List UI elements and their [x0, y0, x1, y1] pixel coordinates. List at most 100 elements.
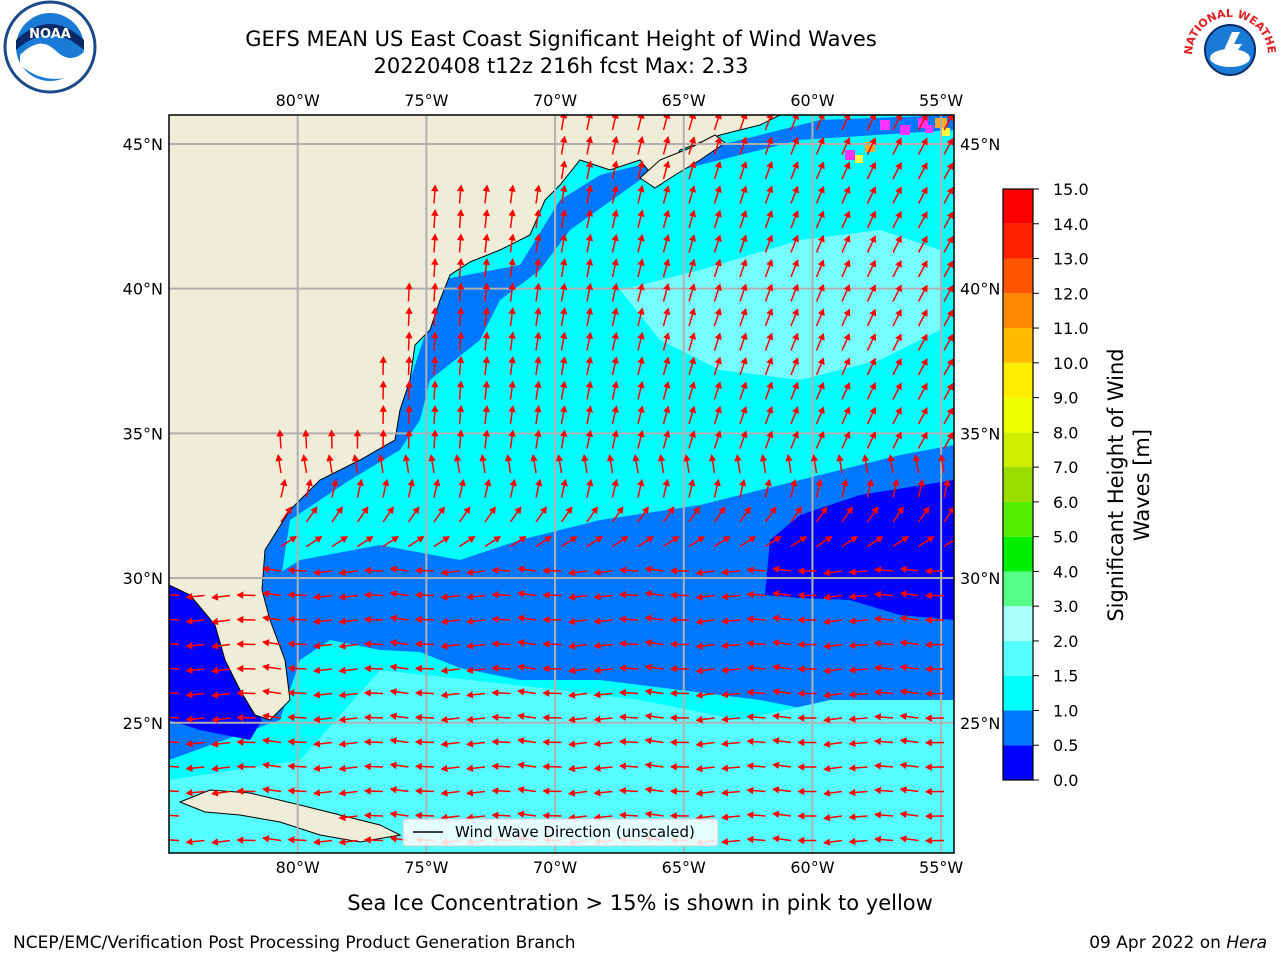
- wave-arrow-head: [185, 838, 193, 846]
- wave-arrow-head: [766, 161, 774, 169]
- wave-arrow-head: [869, 235, 877, 244]
- wave-arrow-head: [695, 764, 703, 773]
- lon-label-bottom: 65°W: [662, 858, 706, 877]
- wave-arrow-head: [508, 233, 516, 241]
- wave-arrow-head: [338, 715, 346, 724]
- wave-arrow-head: [746, 639, 754, 648]
- wave-arrow-head: [568, 715, 576, 724]
- lat-label-left: 35°N: [123, 424, 163, 443]
- wave-arrow-head: [924, 812, 932, 820]
- colorbar-tick-label: 10.0: [1053, 354, 1089, 373]
- wave-arrow-head: [262, 639, 270, 647]
- wave-arrow-head: [431, 184, 439, 192]
- wave-arrow-head: [637, 258, 645, 267]
- wave-arrow: [943, 539, 954, 548]
- wave-arrow-head: [161, 641, 166, 647]
- wave-arrow-head: [414, 591, 422, 599]
- wave-arrow-head: [568, 691, 576, 699]
- wave-arrow-head: [618, 688, 627, 697]
- wave-arrow-head: [946, 407, 954, 416]
- wave-arrow-head: [363, 787, 371, 795]
- wave-region-1-0m: [169, 445, 954, 760]
- wave-arrow-head: [431, 306, 439, 315]
- wave-arrow-head: [721, 788, 729, 797]
- wave-arrow-head: [363, 811, 371, 820]
- wave-arrow-head: [585, 160, 594, 168]
- land-north-america: [169, 115, 781, 721]
- wave-arrow-head: [669, 665, 677, 673]
- colorbar-segment: [1003, 432, 1033, 468]
- wave-arrow-head: [287, 689, 295, 697]
- wave-arrow-head: [792, 308, 799, 316]
- wave-arrow-head: [740, 405, 748, 414]
- wave-arrow-head: [331, 478, 339, 487]
- wave-arrow-head: [896, 506, 904, 515]
- wave-arrow-head: [875, 536, 884, 543]
- wave-arrow-head: [568, 740, 576, 748]
- wave-arrow-head: [338, 666, 346, 675]
- wave-arrow-head: [335, 506, 343, 515]
- wave-arrow-head: [946, 309, 954, 318]
- wave-arrow-head: [262, 737, 270, 745]
- wave-arrow-head: [377, 454, 385, 462]
- wave-arrow-head: [848, 739, 856, 748]
- wave-arrow-head: [379, 404, 387, 412]
- wave-arrow: [169, 643, 180, 646]
- wave-arrow-head: [899, 663, 907, 672]
- wave-arrow-head: [276, 429, 284, 437]
- wave-arrow-head: [823, 568, 831, 577]
- wave-arrow-head: [287, 713, 295, 722]
- wave-arrow-head: [440, 593, 448, 601]
- wave-arrow-head: [695, 617, 703, 626]
- wave-arrow-head: [414, 811, 422, 820]
- wave-arrow-head: [721, 617, 729, 625]
- wave-arrow-head: [924, 787, 932, 796]
- colorbar-segment: [1003, 606, 1033, 641]
- wave-arrow-head: [657, 454, 666, 462]
- wave-arrow: [169, 790, 180, 793]
- wave-arrow-head: [688, 332, 697, 340]
- wave-arrow-head: [792, 234, 799, 243]
- wave-arrow-head: [714, 258, 722, 267]
- wave-arrow-head: [799, 536, 807, 543]
- wave-arrow-head: [185, 691, 193, 699]
- wave-arrow-head: [714, 234, 722, 242]
- wave-arrow-head: [772, 565, 780, 574]
- wave-arrow-head: [766, 308, 774, 316]
- wave-arrow-head: [313, 789, 321, 797]
- colorbar-label-line1: Significant Height of Wind: [1104, 348, 1128, 621]
- wave-arrow-head: [895, 431, 902, 440]
- wave-arrow-head: [310, 506, 318, 515]
- wave-arrow-head: [517, 614, 525, 622]
- wave-arrow-head: [766, 234, 774, 243]
- wave-arrow-head: [586, 478, 594, 487]
- wave-arrow-head: [414, 640, 422, 648]
- wave-arrow-head: [841, 478, 849, 487]
- wave-arrow-head: [431, 233, 439, 241]
- wave-arrow-head: [593, 642, 601, 650]
- wave-arrow-head: [482, 405, 491, 413]
- wave-arrow-head: [895, 308, 902, 317]
- wave-arrow-head: [637, 234, 645, 242]
- wave-arrow-head: [611, 282, 619, 291]
- wave-arrow-head: [637, 430, 645, 438]
- wave-arrow-head: [416, 536, 425, 543]
- wave-arrow-head: [899, 737, 907, 745]
- wave-arrow-head: [869, 137, 877, 146]
- wave-arrow-head: [688, 307, 697, 316]
- wave-arrow-head: [823, 813, 831, 822]
- colorbar: 0.0 0.5 1.0 1.5 2.0 3.0 4.0 5.0 6.0 7.0 8.0 9.0 10.0…: [1002, 180, 1154, 790]
- wave-arrow-head: [869, 382, 877, 391]
- wave-arrow-head: [236, 713, 244, 722]
- wave-arrow-head: [714, 209, 722, 218]
- lat-label-right: 30°N: [960, 569, 1000, 588]
- wave-arrow-head: [466, 666, 474, 675]
- lon-label-top: 80°W: [276, 91, 320, 110]
- wave-arrow-head: [772, 614, 780, 623]
- wave-arrow-head: [559, 405, 568, 413]
- wave-arrow-head: [440, 715, 448, 724]
- wave-arrow-head: [211, 691, 219, 699]
- wave-arrow-head: [456, 405, 465, 413]
- wave-arrow-head: [892, 478, 900, 487]
- wave-arrow-head: [766, 283, 774, 292]
